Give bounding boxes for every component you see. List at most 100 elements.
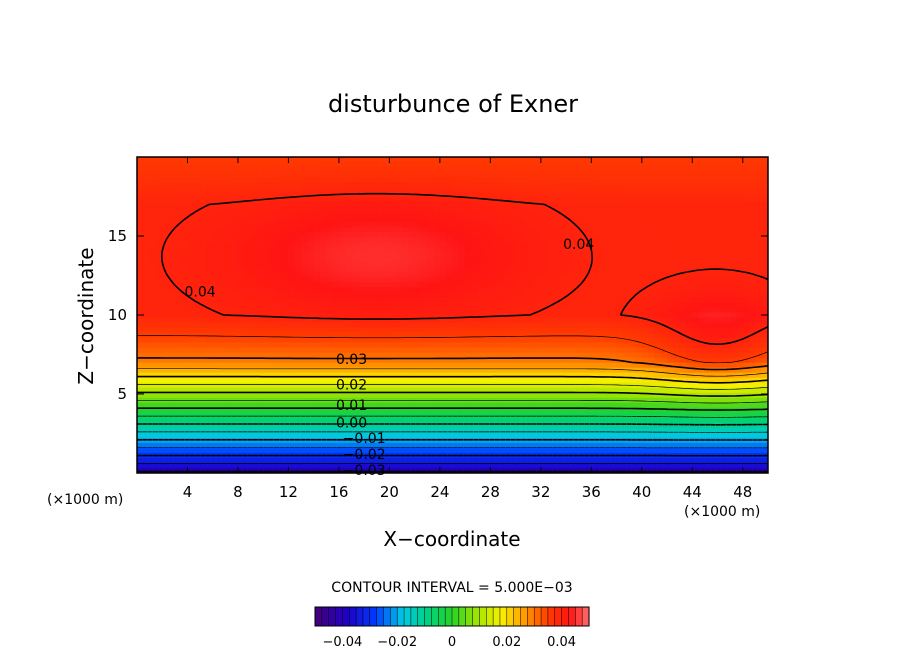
field-cell bbox=[168, 212, 176, 218]
field-cell bbox=[338, 272, 346, 278]
field-cell bbox=[622, 192, 630, 198]
field-cell bbox=[402, 277, 409, 283]
field-cell bbox=[244, 447, 252, 454]
field-cell bbox=[168, 262, 176, 268]
field-cell bbox=[427, 292, 435, 299]
field-cell bbox=[351, 212, 359, 218]
field-cell bbox=[603, 247, 611, 253]
field-cell bbox=[326, 217, 334, 223]
field-cell bbox=[427, 257, 435, 263]
field-cell bbox=[219, 382, 226, 389]
field-cell bbox=[622, 162, 630, 168]
field-cell bbox=[332, 212, 340, 218]
field-cell bbox=[395, 422, 403, 429]
field-cell bbox=[376, 232, 384, 238]
field-cell bbox=[206, 232, 214, 238]
field-cell bbox=[174, 302, 182, 309]
field-cell bbox=[553, 207, 561, 213]
field-cell bbox=[603, 362, 611, 369]
field-cell bbox=[414, 262, 422, 268]
field-cell bbox=[187, 392, 195, 399]
field-cell bbox=[446, 182, 454, 188]
field-cell bbox=[578, 342, 586, 349]
field-cell bbox=[383, 297, 390, 304]
field-cell bbox=[256, 427, 264, 434]
field-cell bbox=[578, 157, 586, 163]
field-cell bbox=[338, 187, 346, 193]
field-cell bbox=[256, 297, 264, 304]
field-cell bbox=[528, 272, 536, 278]
field-cell bbox=[484, 267, 491, 273]
field-cell bbox=[490, 202, 498, 208]
field-cell bbox=[376, 427, 384, 434]
field-cell bbox=[307, 312, 315, 319]
field-cell bbox=[465, 382, 473, 389]
field-cell bbox=[578, 427, 586, 434]
field-cell bbox=[496, 402, 504, 409]
field-cell bbox=[502, 272, 510, 278]
field-cell bbox=[534, 447, 542, 454]
field-cell bbox=[490, 357, 498, 364]
field-cell bbox=[616, 387, 624, 394]
field-cell bbox=[509, 427, 517, 434]
field-cell bbox=[357, 392, 365, 399]
field-cell bbox=[559, 157, 567, 163]
field-cell bbox=[408, 277, 416, 283]
field-cell bbox=[616, 182, 624, 188]
field-cell bbox=[515, 352, 523, 359]
field-cell bbox=[174, 312, 182, 319]
field-cell bbox=[212, 157, 220, 163]
field-cell bbox=[389, 167, 397, 173]
field-cell bbox=[307, 172, 315, 178]
field-cell bbox=[200, 317, 208, 324]
field-cell bbox=[458, 242, 466, 248]
field-cell bbox=[231, 422, 239, 429]
field-cell bbox=[237, 377, 245, 384]
field-cell bbox=[313, 457, 321, 464]
field-cell bbox=[294, 417, 302, 424]
field-cell bbox=[149, 292, 157, 299]
field-cell bbox=[212, 222, 220, 228]
field-cell bbox=[288, 272, 296, 278]
field-cell bbox=[269, 362, 277, 369]
field-cell bbox=[206, 182, 214, 188]
field-cell bbox=[597, 442, 605, 449]
field-cell bbox=[616, 407, 624, 414]
field-cell bbox=[496, 207, 504, 213]
field-cell bbox=[137, 442, 144, 449]
field-cell bbox=[528, 282, 536, 289]
field-cell bbox=[351, 352, 359, 359]
field-cell bbox=[364, 437, 372, 444]
field-cell bbox=[446, 357, 454, 364]
field-cell bbox=[143, 252, 151, 258]
field-cell bbox=[307, 292, 315, 299]
field-cell bbox=[332, 392, 340, 399]
field-cell bbox=[490, 322, 498, 329]
field-cell bbox=[155, 187, 163, 193]
field-cell bbox=[294, 367, 302, 374]
field-cell bbox=[433, 412, 441, 419]
field-cell bbox=[502, 197, 510, 203]
field-cell bbox=[408, 372, 416, 379]
field-cell bbox=[313, 352, 321, 359]
field-cell bbox=[225, 257, 233, 263]
field-cell bbox=[200, 457, 208, 464]
field-cell bbox=[200, 162, 208, 168]
field-cell bbox=[187, 172, 195, 178]
field-cell bbox=[250, 447, 258, 454]
field-cell bbox=[528, 267, 536, 273]
field-cell bbox=[137, 177, 144, 183]
field-cell bbox=[446, 232, 454, 238]
field-cell bbox=[547, 312, 555, 319]
field-cell bbox=[395, 292, 403, 299]
field-cell bbox=[471, 277, 479, 283]
field-cell bbox=[496, 222, 504, 228]
field-cell bbox=[528, 437, 536, 444]
field-cell bbox=[389, 277, 397, 283]
field-cell bbox=[319, 422, 327, 429]
field-cell bbox=[559, 252, 567, 258]
field-cell bbox=[345, 437, 353, 444]
field-cell bbox=[269, 252, 277, 258]
field-cell bbox=[635, 222, 643, 228]
field-cell bbox=[263, 447, 271, 454]
